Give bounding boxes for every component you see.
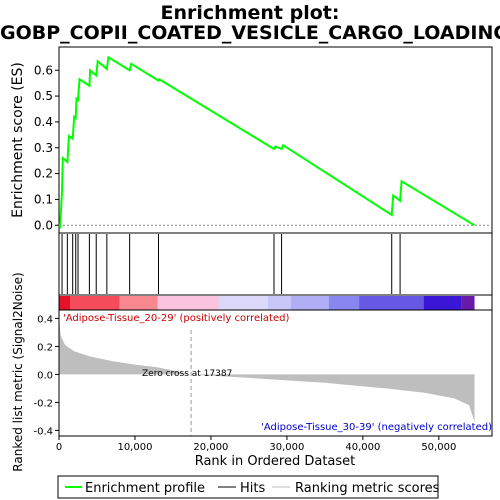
legend-label-ranking-metric: Ranking metric scores — [295, 481, 440, 496]
es-y-axis-label: Enrichment score (ES) — [10, 62, 26, 218]
hit-lines — [61, 234, 401, 294]
color-bar-segment — [461, 296, 475, 310]
es-y-ticks: 0.0 0.1 0.2 0.3 0.4 0.5 0.6 — [34, 63, 492, 232]
hits-panel-frame — [58, 232, 493, 296]
es-panel-frame — [58, 46, 493, 234]
x-axis-label: Rank in Ordered Dataset — [195, 454, 356, 469]
color-bar-segment — [157, 296, 219, 310]
zero-cross-label: Zero cross at 17387 — [142, 369, 232, 379]
color-bar-segment — [328, 296, 360, 310]
negative-correlation-label: 'Adipose-Tissue_30-39' (negatively corre… — [261, 422, 492, 433]
color-bar-segment — [70, 296, 120, 310]
es-y-tick-label: 0.1 — [34, 192, 53, 206]
legend: Enrichment profile Hits Ranking metric s… — [57, 475, 440, 499]
metric-panel-frame — [58, 309, 493, 437]
metric-y-tick-label: -0.4 — [33, 426, 53, 437]
x-tick-label: 40,000 — [345, 442, 380, 453]
metric-panel: -0.4 -0.2 0.0 0.2 0.4 Zero cross at 17387 'A… — [11, 272, 493, 472]
metric-y-tick-label: 0.4 — [37, 314, 53, 325]
color-bar-segment — [119, 296, 158, 310]
metric-y-tick-label: 0.0 — [37, 370, 53, 381]
legend-frame — [57, 475, 439, 499]
metric-y-ticks: -0.4 -0.2 0.0 0.2 0.4 — [33, 314, 59, 437]
es-y-tick-label: 0.2 — [34, 167, 53, 181]
positive-correlation-label: 'Adipose-Tissue_20-29' (positively corre… — [63, 313, 289, 324]
es-y-tick-label: 0.0 — [34, 218, 53, 232]
x-tick-label: 30,000 — [269, 442, 304, 453]
chart-title-line2: GOBP_COPII_COATED_VESICLE_CARGO_LOADING — [0, 22, 500, 44]
x-tick-label: 0 — [56, 442, 62, 453]
es-panel: 0.0 0.1 0.2 0.3 0.4 0.5 0.6 Enrichment score (… — [10, 46, 493, 234]
x-tick-label: 10,000 — [117, 442, 152, 453]
legend-label-hits: Hits — [240, 481, 265, 496]
color-bar-segment — [218, 296, 268, 310]
enrichment-profile-line — [58, 55, 476, 229]
hits-panel — [58, 232, 493, 296]
color-bar-segment — [267, 296, 291, 310]
es-y-tick-label: 0.3 — [34, 141, 53, 155]
metric-y-tick-label: 0.2 — [37, 342, 53, 353]
x-tick-label: 20,000 — [193, 442, 228, 453]
x-ticks: 0 10,000 20,000 30,000 40,000 50,000 — [56, 436, 456, 453]
color-bar-segment — [59, 296, 71, 310]
metric-y-tick-label: -0.2 — [33, 398, 53, 409]
es-y-tick-label: 0.6 — [34, 63, 53, 77]
color-bar-segment — [290, 296, 329, 310]
metric-y-axis-label: Ranked list metric (Signal2Noise) — [11, 272, 25, 471]
legend-label-enrichment-profile: Enrichment profile — [85, 481, 205, 496]
es-y-tick-label: 0.5 — [34, 89, 53, 103]
color-bar-segment — [423, 296, 462, 310]
ranking-metric-area — [59, 315, 475, 422]
x-tick-label: 50,000 — [421, 442, 456, 453]
rank-color-bar — [59, 296, 475, 310]
chart-title-line1: Enrichment plot: — [160, 2, 340, 24]
color-bar-segment — [359, 296, 424, 310]
es-y-tick-label: 0.4 — [34, 115, 53, 129]
